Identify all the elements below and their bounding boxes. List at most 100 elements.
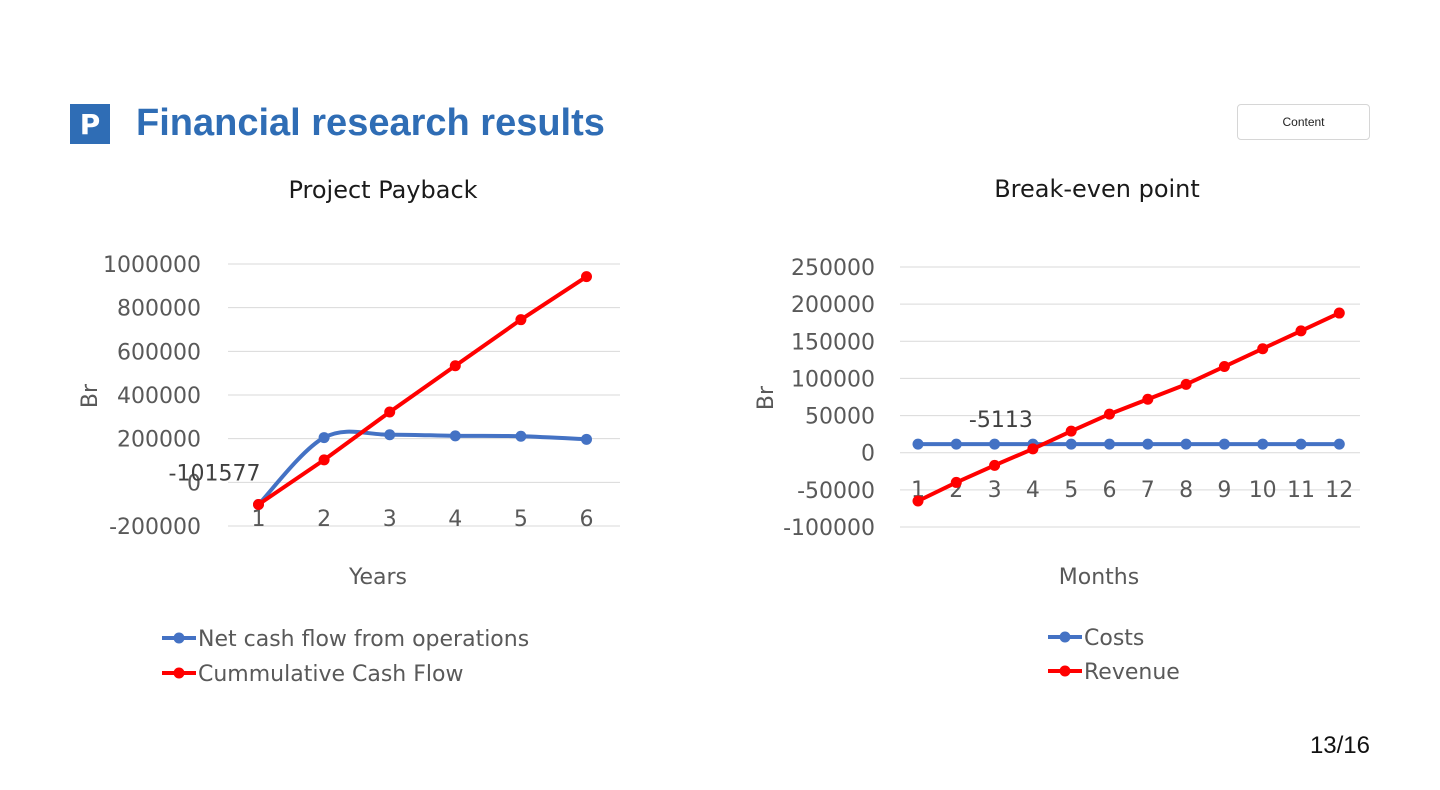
- y-tick-label: -50000: [797, 479, 875, 504]
- legend-marker: [1059, 631, 1071, 643]
- legend-entry: Costs: [1048, 626, 1144, 651]
- data-point: [1104, 438, 1115, 450]
- data-point: [581, 433, 592, 445]
- y-tick-label: -200000: [109, 515, 201, 540]
- legend-label: Costs: [1084, 626, 1144, 651]
- data-point: [318, 454, 330, 466]
- x-tick-label: 4: [448, 507, 462, 532]
- y-tick-label: 1000000: [103, 253, 201, 278]
- series-2: [253, 271, 592, 511]
- data-point: [1065, 438, 1077, 450]
- legend-marker: [173, 667, 185, 679]
- data-point: [515, 430, 527, 442]
- legend-marker: [1059, 665, 1071, 677]
- x-tick-label: 5: [514, 507, 528, 532]
- series-line: [917, 311, 1341, 503]
- series-line: [257, 274, 588, 507]
- y-tick-label: 150000: [791, 330, 875, 355]
- data-point: [1257, 343, 1269, 355]
- content-button[interactable]: Content: [1237, 104, 1370, 140]
- x-tick-label: 3: [988, 478, 1002, 503]
- y-tick-label: 250000: [791, 256, 875, 281]
- x-tick-label: 11: [1287, 478, 1315, 503]
- data-point: [1333, 438, 1345, 450]
- x-tick-label: 3: [383, 507, 397, 532]
- y-tick-label: 400000: [117, 384, 201, 409]
- data-point: [253, 499, 264, 511]
- x-tick-label: 1: [252, 507, 266, 532]
- page-title: Financial research results: [136, 102, 605, 144]
- y-tick-label: 100000: [791, 367, 875, 392]
- data-point: [950, 438, 962, 450]
- data-point: [318, 432, 330, 444]
- x-tick-label: 6: [1103, 478, 1117, 503]
- y-tick-label: -100000: [783, 516, 875, 541]
- legend-entry: Net cash flow from operations: [162, 627, 529, 652]
- data-point: [1027, 443, 1039, 455]
- legend-marker: [173, 632, 185, 644]
- x-tick-label: 6: [580, 507, 594, 532]
- y-axis-label: Br: [78, 383, 103, 408]
- x-tick-label: 1: [911, 478, 925, 503]
- x-axis-label: Months: [1059, 565, 1139, 590]
- x-tick-label: 10: [1249, 478, 1277, 503]
- data-point: [989, 459, 1001, 471]
- data-point: [1333, 307, 1345, 319]
- y-tick-label: 200000: [117, 428, 201, 453]
- legend-entry: Revenue: [1048, 660, 1180, 685]
- data-point: [1257, 438, 1269, 450]
- chart-1: Project Payback 1000000 800000 600000 400000…: [78, 176, 620, 687]
- data-point: [1218, 361, 1230, 373]
- data-point: [515, 314, 527, 326]
- y-tick-label: 600000: [117, 340, 201, 365]
- data-point: [1142, 438, 1154, 450]
- data-label: -101577: [169, 462, 261, 487]
- series-line: [257, 429, 587, 506]
- y-tick-label: 800000: [117, 297, 201, 322]
- data-point: [1142, 393, 1154, 405]
- x-axis-label: Years: [348, 565, 407, 590]
- y-tick-label: 0: [861, 442, 875, 467]
- y-axis-label: Br: [754, 385, 779, 410]
- data-point: [1180, 378, 1192, 390]
- chart-title: Break-even point: [994, 175, 1200, 203]
- x-tick-label: 4: [1026, 478, 1040, 503]
- legend-label: Revenue: [1084, 660, 1180, 685]
- data-point: [912, 438, 924, 450]
- chart-title: Project Payback: [288, 176, 477, 204]
- x-tick-label: 9: [1217, 478, 1231, 503]
- series-2: [912, 307, 1345, 507]
- y-tick-label: 0: [187, 471, 201, 496]
- series-1: [912, 438, 1345, 450]
- data-point: [989, 438, 1001, 450]
- legend-entry: Cummulative Cash Flow: [162, 662, 463, 687]
- data-point: [384, 406, 396, 418]
- y-tick-label: 200000: [791, 293, 875, 318]
- legend-label: Net cash flow from operations: [198, 627, 529, 652]
- data-point: [449, 360, 461, 372]
- data-point: [950, 476, 962, 488]
- data-point: [1065, 425, 1077, 437]
- series-1: [253, 429, 592, 511]
- logo-icon: P: [70, 104, 110, 144]
- data-point: [1295, 325, 1307, 337]
- x-tick-label: 5: [1064, 478, 1078, 503]
- data-label: -5113: [969, 408, 1033, 433]
- legend-label: Cummulative Cash Flow: [198, 662, 463, 687]
- x-tick-label: 7: [1141, 478, 1155, 503]
- x-tick-label: 12: [1325, 478, 1353, 503]
- chart-2: Break-even point250000200000150000100000…: [754, 175, 1360, 685]
- data-point: [912, 495, 924, 507]
- data-point: [449, 430, 461, 442]
- data-point: [1180, 438, 1192, 450]
- x-tick-label: 2: [317, 507, 331, 532]
- x-tick-label: 8: [1179, 478, 1193, 503]
- page-number: 13/16: [1309, 732, 1370, 759]
- data-point: [1295, 438, 1307, 450]
- data-point: [384, 429, 396, 441]
- data-point: [1218, 438, 1230, 450]
- data-point: [581, 271, 592, 283]
- y-tick-label: 50000: [805, 405, 875, 430]
- data-point: [1104, 408, 1115, 420]
